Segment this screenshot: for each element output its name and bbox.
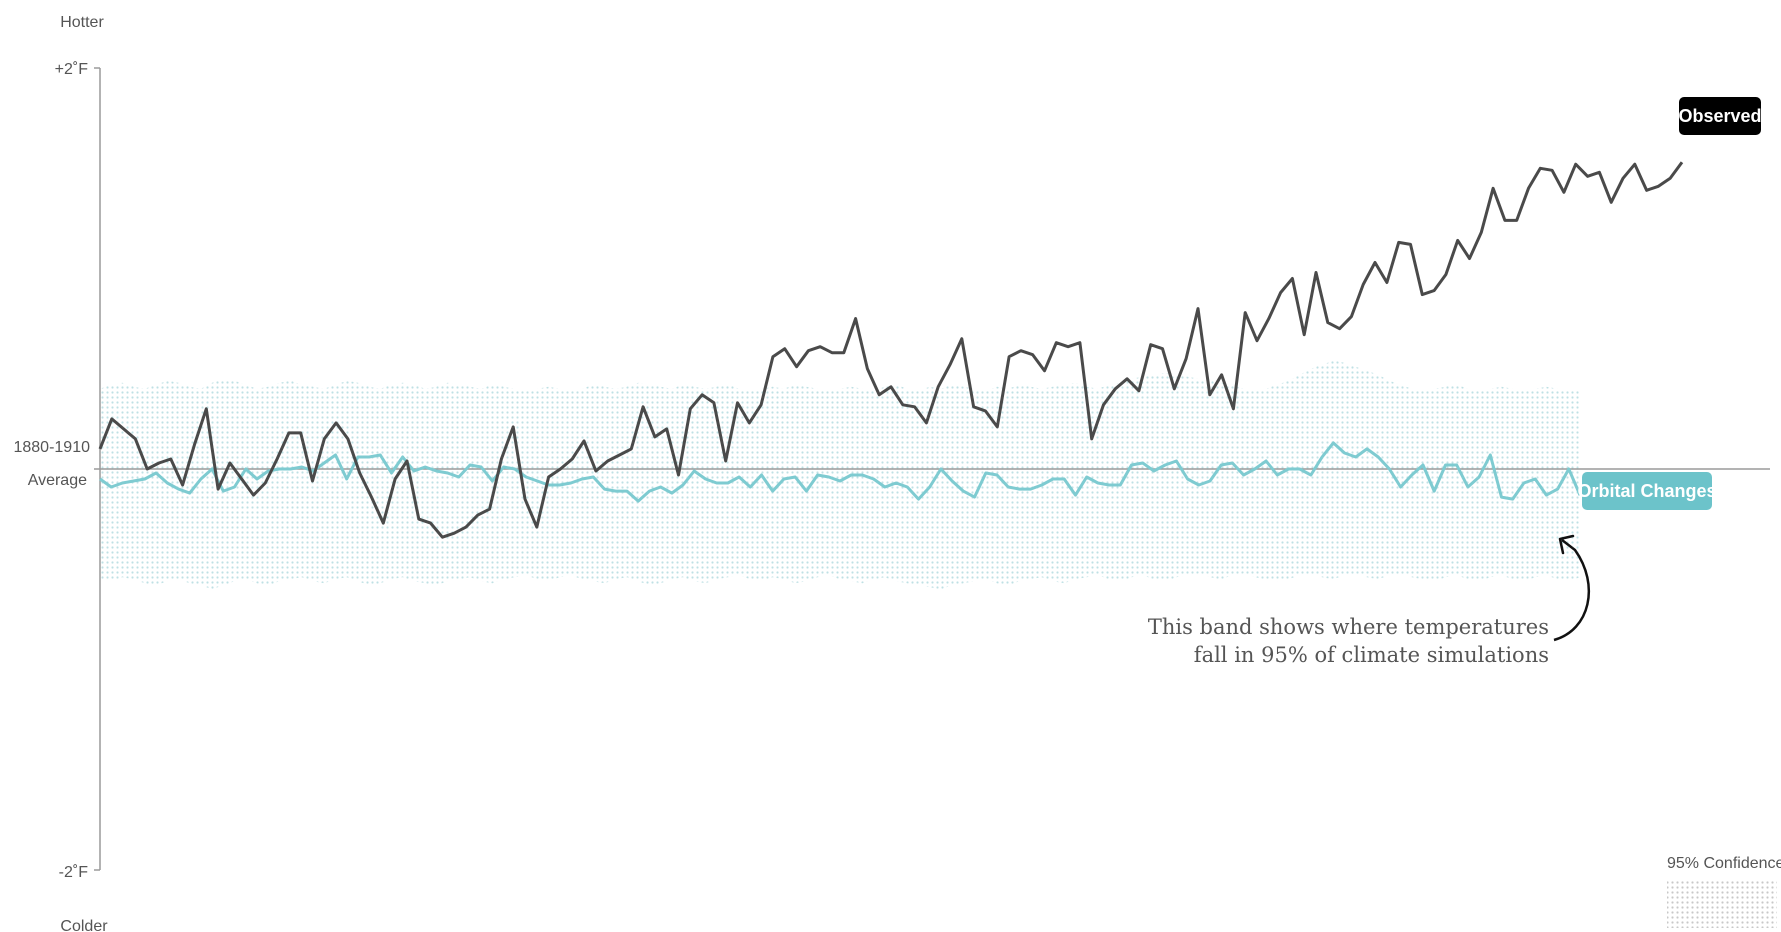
observed-tag: Observed (1678, 97, 1762, 135)
annotation-line1: This band shows where temperatures (1148, 615, 1549, 639)
orbital-changes-tag: Orbital Changes (1577, 472, 1717, 510)
svg-text:Observed: Observed (1678, 106, 1761, 126)
svg-text:Orbital Changes: Orbital Changes (1577, 481, 1716, 501)
colder-label: Colder (60, 918, 108, 932)
confidence-band (100, 360, 1580, 590)
arrowhead-icon (1558, 534, 1575, 555)
legend-label: 95% Confidence (1667, 855, 1781, 872)
y-tick-label-top: +2˚F (55, 61, 89, 78)
y-tick-label-bottom: -2˚F (59, 864, 89, 881)
series-line-observed (98, 161, 1684, 539)
series-line-orbital-changes (99, 441, 1582, 503)
baseline-label-line1: 1880-1910 (13, 439, 90, 456)
baseline-label-line2: Average (28, 472, 87, 489)
legend-swatch (1667, 880, 1777, 928)
annotation-line2: fall in 95% of climate simulations (1194, 643, 1549, 667)
annotation-arrow (1553, 539, 1590, 642)
hotter-label: Hotter (60, 14, 104, 31)
